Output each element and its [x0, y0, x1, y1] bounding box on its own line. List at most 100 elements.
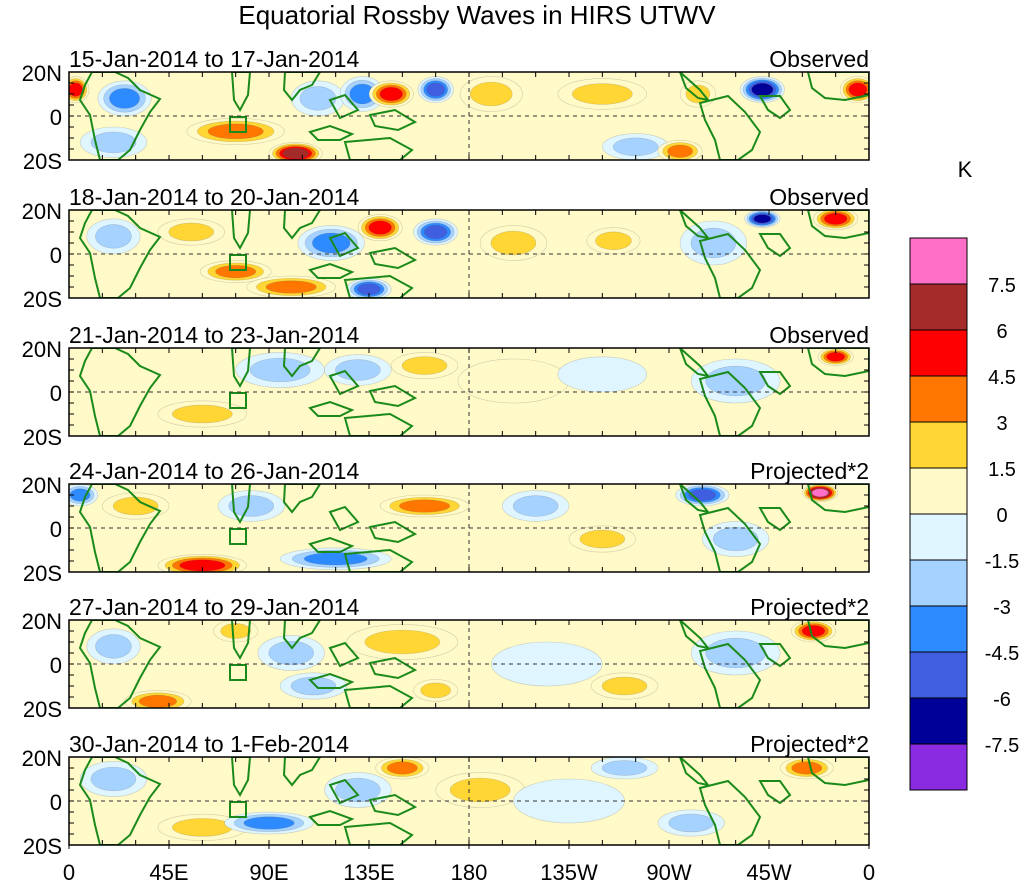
coastline — [343, 684, 414, 708]
coastline — [806, 72, 869, 102]
coastline — [806, 348, 869, 378]
coastline — [368, 108, 418, 132]
coastline — [282, 757, 322, 787]
x-tick-label: 0 — [863, 860, 875, 885]
anomaly-contour — [172, 404, 233, 424]
coastline — [806, 484, 869, 514]
anomaly-contour — [228, 495, 275, 517]
anomaly-contour — [399, 499, 451, 513]
anomaly-contour — [668, 813, 715, 833]
anomaly-contour — [423, 224, 448, 240]
colorbar-swatch — [909, 697, 968, 745]
anomaly-contour — [249, 357, 311, 383]
coastline — [282, 348, 322, 378]
coastline — [230, 757, 252, 798]
colorbar-swatch — [909, 237, 968, 285]
y-tick-label: 0 — [50, 517, 62, 542]
anomaly-contour — [753, 214, 772, 224]
panel-type-label: Projected*2 — [750, 731, 869, 757]
panel-type-label: Observed — [769, 184, 869, 210]
anomaly-contour — [690, 227, 737, 259]
coastline — [368, 384, 418, 408]
coastline — [679, 72, 711, 102]
colorbar-swatch — [909, 467, 968, 515]
anomaly-contour — [512, 495, 559, 517]
coastline — [343, 412, 414, 436]
colorbar-label: 4.5 — [988, 367, 1016, 389]
reference-box — [229, 392, 247, 409]
anomaly-contour — [90, 766, 137, 792]
map-panel: 20N 0 20S 21-Jan-2014 to 23-Jan-2014 Observe… — [22, 322, 870, 450]
map-panels: 20N 0 20S 15-Jan-2014 to 17-Jan-2014 Observe… — [22, 46, 870, 859]
colorbar-swatch — [909, 283, 968, 331]
reference-box — [229, 116, 247, 133]
anomaly-contour — [490, 641, 603, 687]
panel-date-label: 21-Jan-2014 to 23-Jan-2014 — [69, 322, 359, 348]
anomaly-contour — [379, 86, 403, 102]
anomaly-contour — [579, 529, 626, 549]
anomaly-field — [69, 348, 869, 436]
coastline — [758, 643, 792, 668]
coastline — [78, 72, 162, 160]
coastline — [230, 210, 252, 251]
anomaly-contour — [791, 761, 823, 775]
coastline — [282, 72, 322, 102]
map-panel: 20N 0 20S 24-Jan-2014 to 26-Jan-2014 Project… — [22, 458, 870, 586]
reference-box — [229, 528, 247, 545]
colorbar-swatch — [909, 605, 968, 653]
x-tick-label: 0 — [63, 860, 75, 885]
anomaly-contour — [469, 81, 513, 107]
anomaly-contour — [811, 488, 829, 498]
anomaly-contour — [420, 682, 451, 699]
colorbar-label: 7.5 — [988, 275, 1016, 297]
anomaly-contour — [457, 358, 570, 404]
panel-type-label: Projected*2 — [750, 594, 869, 620]
reference-box — [229, 664, 247, 681]
coastline — [230, 72, 252, 113]
colorbar-label: -3 — [993, 597, 1011, 619]
x-tick-label: 135W — [540, 860, 598, 885]
panel-type-label: Observed — [769, 322, 869, 348]
panel-date-label: 24-Jan-2014 to 26-Jan-2014 — [69, 458, 359, 484]
anomaly-contour — [601, 676, 648, 696]
anomaly-contour — [112, 496, 159, 516]
anomaly-contour — [335, 359, 381, 381]
colorbar-swatch — [909, 743, 968, 791]
coastline — [368, 520, 418, 544]
y-tick-label: 20S — [23, 561, 62, 586]
colorbar: 7.5 6 4.5 3 1.5 0 -1.5 -3 -4.5 -6 -7.5 — [909, 237, 1019, 791]
coastline — [308, 400, 355, 417]
x-tick-label: 135E — [343, 860, 394, 885]
coastline — [698, 506, 762, 572]
y-tick-label: 0 — [50, 243, 62, 268]
anomaly-contour — [265, 280, 317, 294]
map-panel: 20N 0 20S 18-Jan-2014 to 20-Jan-2014 Observe… — [22, 184, 870, 312]
anomaly-contour — [282, 147, 309, 159]
coastline — [343, 136, 414, 160]
anomaly-contour — [490, 230, 537, 256]
reference-box — [229, 801, 247, 818]
coastline — [78, 210, 162, 298]
coastline — [368, 656, 418, 680]
coastline — [758, 233, 792, 258]
colorbar-label: 6 — [996, 321, 1007, 343]
y-tick-label: 20S — [23, 834, 62, 859]
anomaly-contour — [172, 818, 233, 837]
x-tick-label: 45E — [149, 860, 188, 885]
coastline — [328, 641, 360, 668]
coastline — [308, 262, 355, 279]
coastline — [758, 95, 792, 120]
anomaly-field — [69, 72, 869, 160]
coastline — [308, 809, 355, 826]
coastline — [698, 779, 762, 845]
y-tick-label: 20N — [22, 199, 62, 224]
colorbar-label: 0 — [996, 505, 1007, 527]
anomaly-contour — [612, 137, 659, 157]
anomaly-contour — [168, 222, 215, 242]
coastline — [308, 672, 355, 689]
colorbar-units: K — [958, 157, 973, 182]
coastline — [368, 793, 418, 817]
y-tick-label: 0 — [50, 790, 62, 815]
coastline — [343, 274, 414, 298]
